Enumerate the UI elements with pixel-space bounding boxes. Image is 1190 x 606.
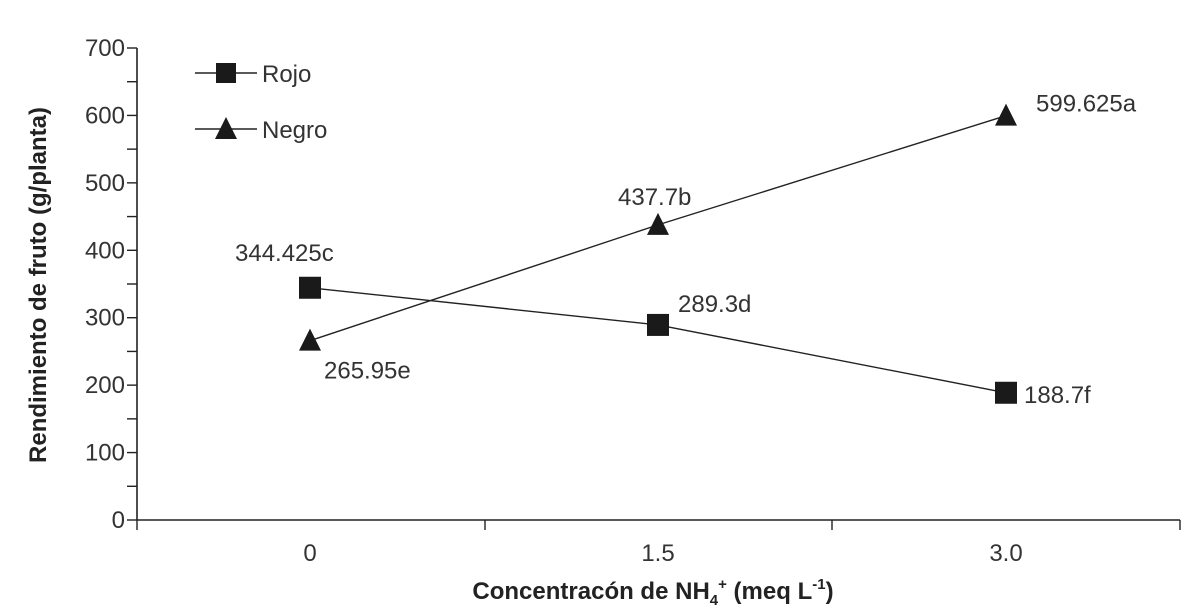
y-tick-label: 400 [85, 237, 125, 264]
series-layer [299, 103, 1017, 404]
data-label-negro: 437.7b [618, 184, 691, 211]
legend-label-rojo: Rojo [262, 61, 311, 88]
marker-rojo [995, 381, 1017, 404]
marker-negro [995, 103, 1017, 126]
y-tick-label: 600 [85, 102, 125, 129]
legend-label-negro: Negro [262, 117, 327, 144]
data-label-negro: 599.625a [1036, 91, 1137, 118]
marker-negro [647, 212, 669, 235]
y-tick-label: 500 [85, 170, 125, 197]
series-line-rojo [309, 287, 1007, 394]
x-tick-label: 0 [303, 540, 316, 567]
marker-rojo [647, 313, 669, 336]
x-axis-title: Concentracón de NH4+ (meq L-1) [472, 576, 833, 606]
data-label-negro: 265.95e [324, 358, 411, 385]
data-label-rojo: 188.7f [1024, 382, 1091, 409]
y-tick-label: 300 [85, 305, 125, 332]
data-labels: 344.425c 289.3d 188.7f 265.95e 437.7b 599.625… [235, 91, 1137, 409]
data-label-rojo: 289.3d [678, 291, 751, 318]
marker-rojo [299, 276, 321, 299]
x-tick-label: 3.0 [989, 540, 1022, 567]
y-tick-label: 0 [112, 507, 125, 534]
legend-marker-negro [215, 117, 237, 139]
marker-negro [299, 328, 321, 351]
x-tick-label: 1.5 [641, 540, 674, 567]
y-tick-label: 100 [85, 440, 125, 467]
data-label-rojo: 344.425c [235, 240, 334, 267]
legend-marker-rojo [216, 63, 236, 83]
y-tick-label: 200 [85, 372, 125, 399]
axes: 0 100 200 300 400 500 600 700 0 1.5 3.0 [85, 35, 1181, 567]
legend: Rojo Negro [195, 61, 327, 144]
y-tick-label: 700 [85, 35, 125, 62]
y-axis-title: Rendimiento de fruto (g/planta) [25, 107, 52, 463]
